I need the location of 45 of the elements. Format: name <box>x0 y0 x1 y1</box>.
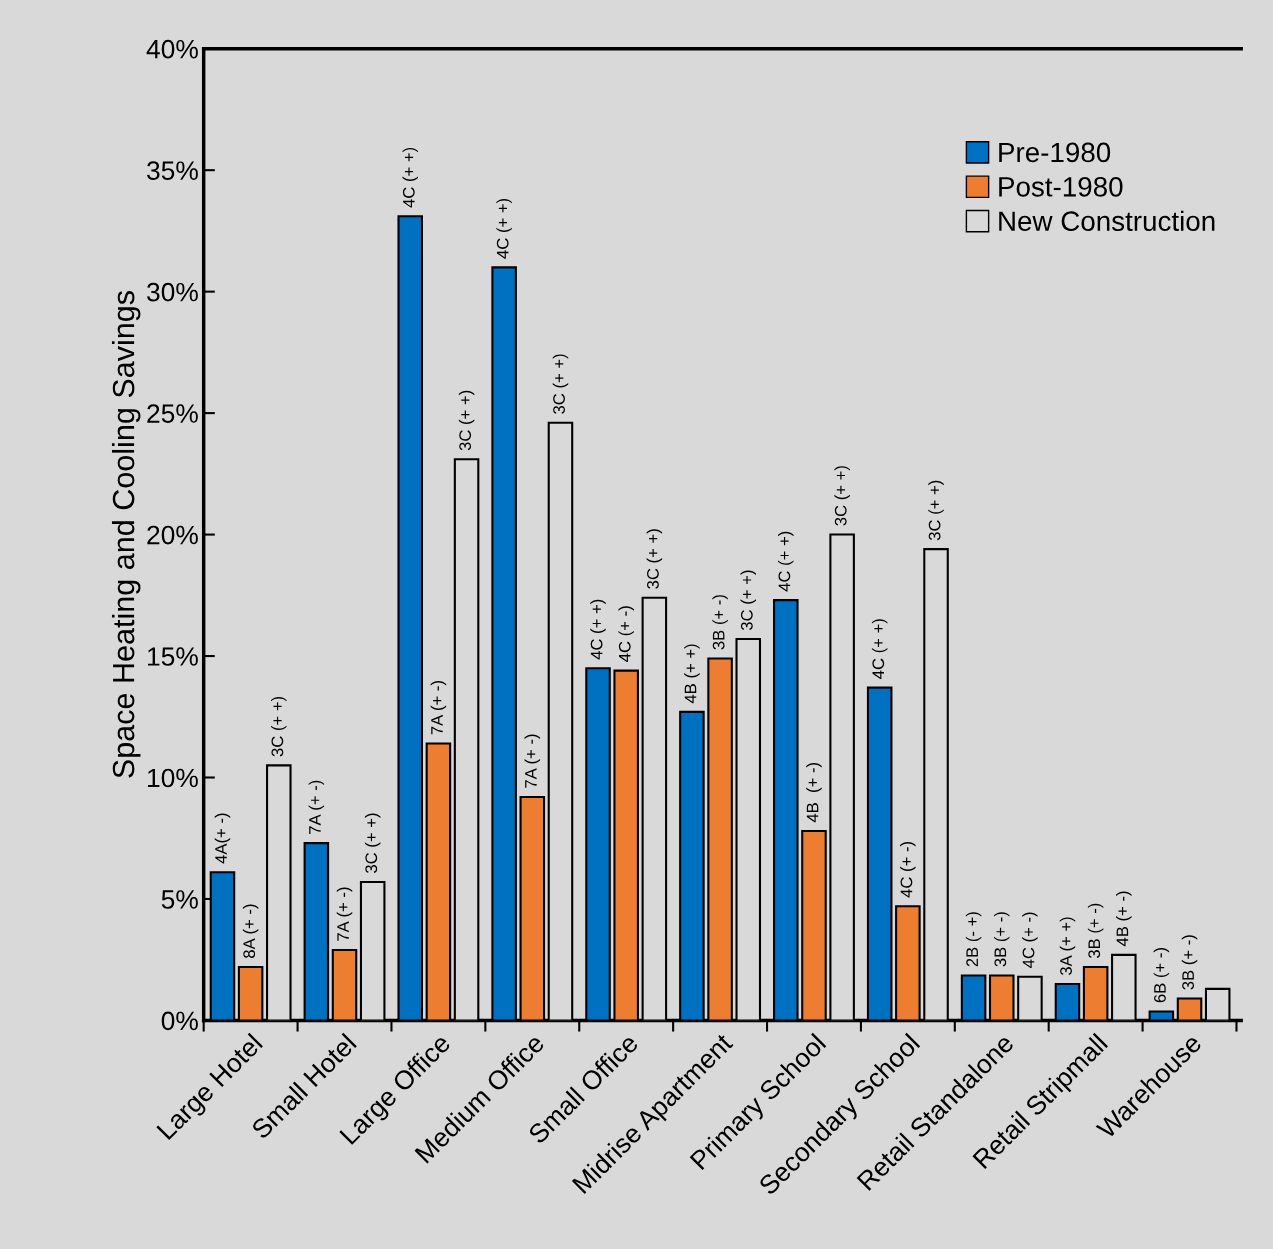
annotation: 3B (+ -) <box>993 912 1010 967</box>
annotation: 7A (+ -) <box>308 780 325 834</box>
y-tick-label: 0% <box>161 1011 198 1031</box>
annotation: 4A(+ -) <box>214 813 231 864</box>
annotation: 3C (+ +) <box>271 696 287 757</box>
annotation: 3C (+ +) <box>834 466 850 526</box>
annotation: 3B (+ -) <box>1181 935 1198 990</box>
annotation: 3C (+ +) <box>552 354 569 414</box>
annotation: 4B (+ +) <box>684 644 700 704</box>
annotation: 7A (+ -) <box>336 887 353 941</box>
y-tick-label: 25% <box>147 404 198 423</box>
annotation: 3C (+ +) <box>458 390 475 451</box>
annotation: 3A (+ +) <box>1059 917 1076 976</box>
annotation: 3B (+ -) <box>1087 903 1104 959</box>
annotation: 7A (+ -) <box>430 681 447 735</box>
annotation: 4C (+ -) <box>1022 912 1038 968</box>
annotation: 4C (+ +) <box>496 198 512 259</box>
y-tick-label: 20% <box>147 525 198 545</box>
y-tick-label: 5% <box>161 890 198 909</box>
legend-label: New Construction <box>999 210 1215 232</box>
annotation: 4C (+ -) <box>900 842 916 898</box>
annotation: 3C (+ +) <box>928 480 944 541</box>
annotation: 4B (+ -) <box>1116 891 1132 947</box>
y-tick-label: 40% <box>146 39 198 59</box>
y-tick-label: 35% <box>147 161 198 180</box>
annotation: 7A (+ -) <box>524 734 541 788</box>
annotation: 8A (+ -) <box>242 904 259 958</box>
annotation: 6B (+ -) <box>1153 948 1170 1003</box>
y-tick-label: 30% <box>147 282 198 302</box>
annotation: 3C (+ +) <box>646 529 663 589</box>
annotation: 4C (+ +) <box>402 147 418 208</box>
y-tick-label: 10% <box>148 768 198 788</box>
annotation: 4C (+ +) <box>871 619 888 679</box>
annotation: 3B (+ -) <box>712 595 728 650</box>
annotation: 4B (+ -) <box>806 762 822 823</box>
legend-label: Post-1980 <box>999 176 1123 197</box>
y-axis-title: Space Heating and Cooling Savings <box>111 291 141 778</box>
annotation: 4C (+ +) <box>778 531 794 592</box>
annotation: 4C (+ -) <box>618 606 634 662</box>
annotation: 4C (+ +) <box>590 599 606 660</box>
annotation: 3C (+ +) <box>740 570 757 631</box>
annotation: 3C (+ +) <box>364 813 381 873</box>
annotation: 2B (- +) <box>965 912 982 967</box>
legend-label: Pre-1980 <box>999 142 1111 163</box>
y-tick-label: 15% <box>148 647 198 666</box>
